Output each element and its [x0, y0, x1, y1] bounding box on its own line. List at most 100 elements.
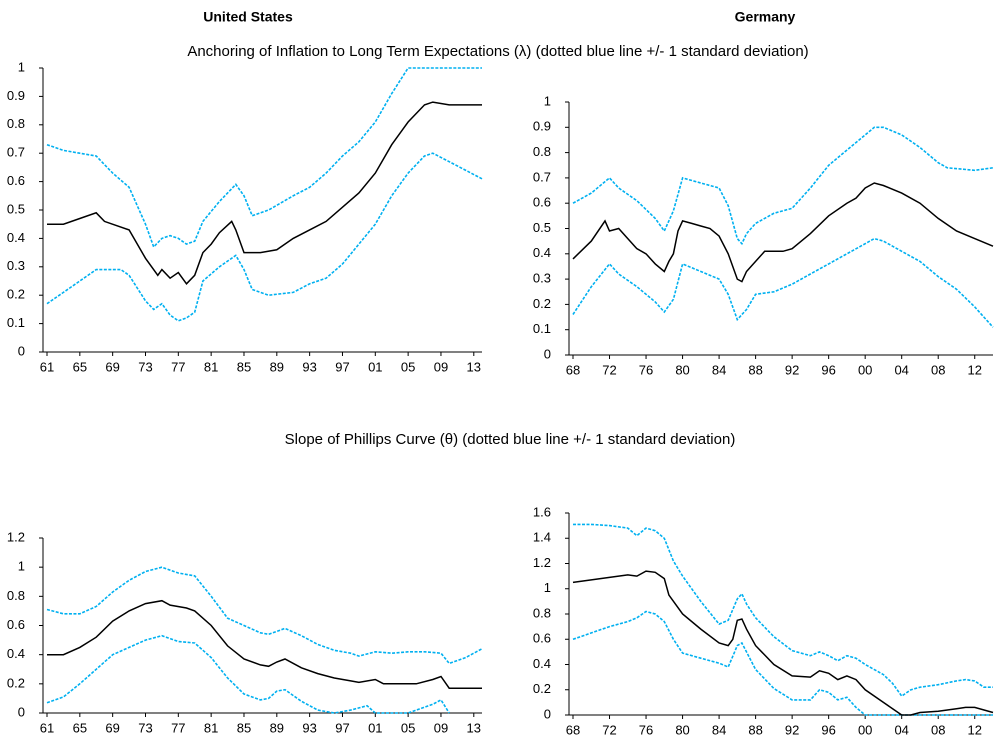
x-tick-label: 73: [138, 720, 152, 735]
y-tick-label: 0.4: [533, 656, 551, 671]
x-tick-label: 84: [712, 362, 726, 377]
x-tick-label: 73: [138, 359, 152, 374]
y-tick-label: 0.2: [533, 681, 551, 696]
y-tick-label: 1: [18, 559, 25, 574]
y-tick-label: 0.4: [7, 646, 25, 661]
y-tick-label: 0.7: [533, 169, 551, 184]
x-tick-label: 08: [931, 362, 945, 377]
y-tick-label: 1: [544, 93, 551, 108]
x-tick-label: 61: [40, 359, 54, 374]
x-tick-label: 77: [171, 359, 185, 374]
y-tick-label: 0.8: [7, 116, 25, 131]
x-tick-label: 68: [566, 722, 580, 737]
x-tick-label: 92: [785, 362, 799, 377]
series-line: [572, 610, 993, 716]
x-tick-label: 76: [639, 362, 653, 377]
y-tick-label: 1.2: [533, 555, 551, 570]
y-tick-label: 0.7: [7, 145, 25, 160]
y-tick-label: 1.2: [7, 529, 25, 544]
x-tick-label: 88: [748, 362, 762, 377]
column-title: United States: [203, 9, 293, 25]
y-tick-label: 0.9: [7, 88, 25, 103]
x-tick-label: 00: [858, 362, 872, 377]
x-tick-label: 96: [821, 722, 835, 737]
y-tick-label: 1: [544, 580, 551, 595]
series-line: [572, 237, 994, 328]
y-tick-label: 0.4: [7, 230, 25, 245]
series-line: [47, 599, 482, 689]
series-line: [46, 67, 482, 249]
panel-title: Anchoring of Inflation to Long Term Expe…: [187, 43, 808, 60]
x-tick-label: 61: [40, 720, 54, 735]
x-tick-label: 96: [821, 362, 835, 377]
x-tick-label: 00: [858, 722, 872, 737]
x-tick-label: 92: [785, 722, 799, 737]
y-tick-label: 0.6: [533, 195, 551, 210]
y-tick-label: 0.4: [533, 245, 551, 260]
x-tick-label: 04: [894, 362, 908, 377]
x-tick-label: 89: [270, 359, 284, 374]
y-tick-label: 0.6: [7, 173, 25, 188]
x-tick-label: 65: [73, 720, 87, 735]
x-tick-label: 09: [434, 359, 448, 374]
x-tick-label: 97: [335, 359, 349, 374]
y-tick-label: 0.8: [533, 144, 551, 159]
x-tick-label: 89: [270, 720, 284, 735]
y-tick-label: 0: [18, 343, 25, 358]
x-tick-label: 76: [639, 722, 653, 737]
x-tick-label: 12: [968, 722, 982, 737]
series-line: [572, 182, 994, 283]
y-tick-label: 1.6: [533, 504, 551, 519]
x-tick-label: 85: [237, 720, 251, 735]
series-line: [46, 566, 483, 665]
x-tick-label: 09: [434, 720, 448, 735]
x-tick-label: 93: [302, 720, 316, 735]
x-tick-label: 13: [467, 359, 481, 374]
x-tick-label: 68: [566, 362, 580, 377]
series-line: [46, 634, 450, 714]
x-tick-label: 88: [748, 722, 762, 737]
y-tick-label: 0.3: [7, 258, 25, 273]
x-tick-label: 93: [302, 359, 316, 374]
x-tick-label: 08: [931, 722, 945, 737]
y-tick-label: 0: [544, 706, 551, 721]
y-tick-label: 0.5: [533, 220, 551, 235]
y-tick-label: 0.3: [533, 271, 551, 286]
y-tick-label: 0.1: [7, 315, 25, 330]
y-tick-label: 1.4: [533, 530, 551, 545]
x-tick-label: 01: [368, 720, 382, 735]
x-tick-label: 77: [171, 720, 185, 735]
series-line: [573, 523, 993, 698]
series-line: [46, 152, 483, 322]
x-tick-label: 01: [368, 359, 382, 374]
y-tick-label: 0.8: [7, 588, 25, 603]
x-tick-label: 72: [602, 722, 616, 737]
x-tick-label: 80: [675, 722, 689, 737]
x-tick-label: 13: [467, 720, 481, 735]
x-tick-label: 05: [401, 720, 415, 735]
x-tick-label: 04: [894, 722, 908, 737]
x-tick-label: 97: [335, 720, 349, 735]
y-tick-label: 0.6: [533, 631, 551, 646]
series-line: [47, 101, 482, 285]
column-title: Germany: [735, 9, 796, 25]
y-tick-label: 0.2: [533, 296, 551, 311]
x-tick-label: 72: [602, 362, 616, 377]
x-tick-label: 05: [401, 359, 415, 374]
x-tick-label: 81: [204, 359, 218, 374]
series-line: [572, 126, 994, 246]
x-tick-label: 12: [968, 362, 982, 377]
x-tick-label: 85: [237, 359, 251, 374]
y-tick-label: 0.8: [533, 605, 551, 620]
y-tick-label: 0: [544, 346, 551, 361]
series-line: [572, 570, 994, 716]
panel-title: Slope of Phillips Curve (θ) (dotted blue…: [285, 431, 736, 448]
y-tick-label: 0: [18, 704, 25, 719]
y-tick-label: 0.1: [533, 321, 551, 336]
x-tick-label: 65: [73, 359, 87, 374]
x-tick-label: 69: [105, 720, 119, 735]
y-tick-label: 0.5: [7, 201, 25, 216]
y-tick-label: 0.2: [7, 675, 25, 690]
x-tick-label: 69: [105, 359, 119, 374]
